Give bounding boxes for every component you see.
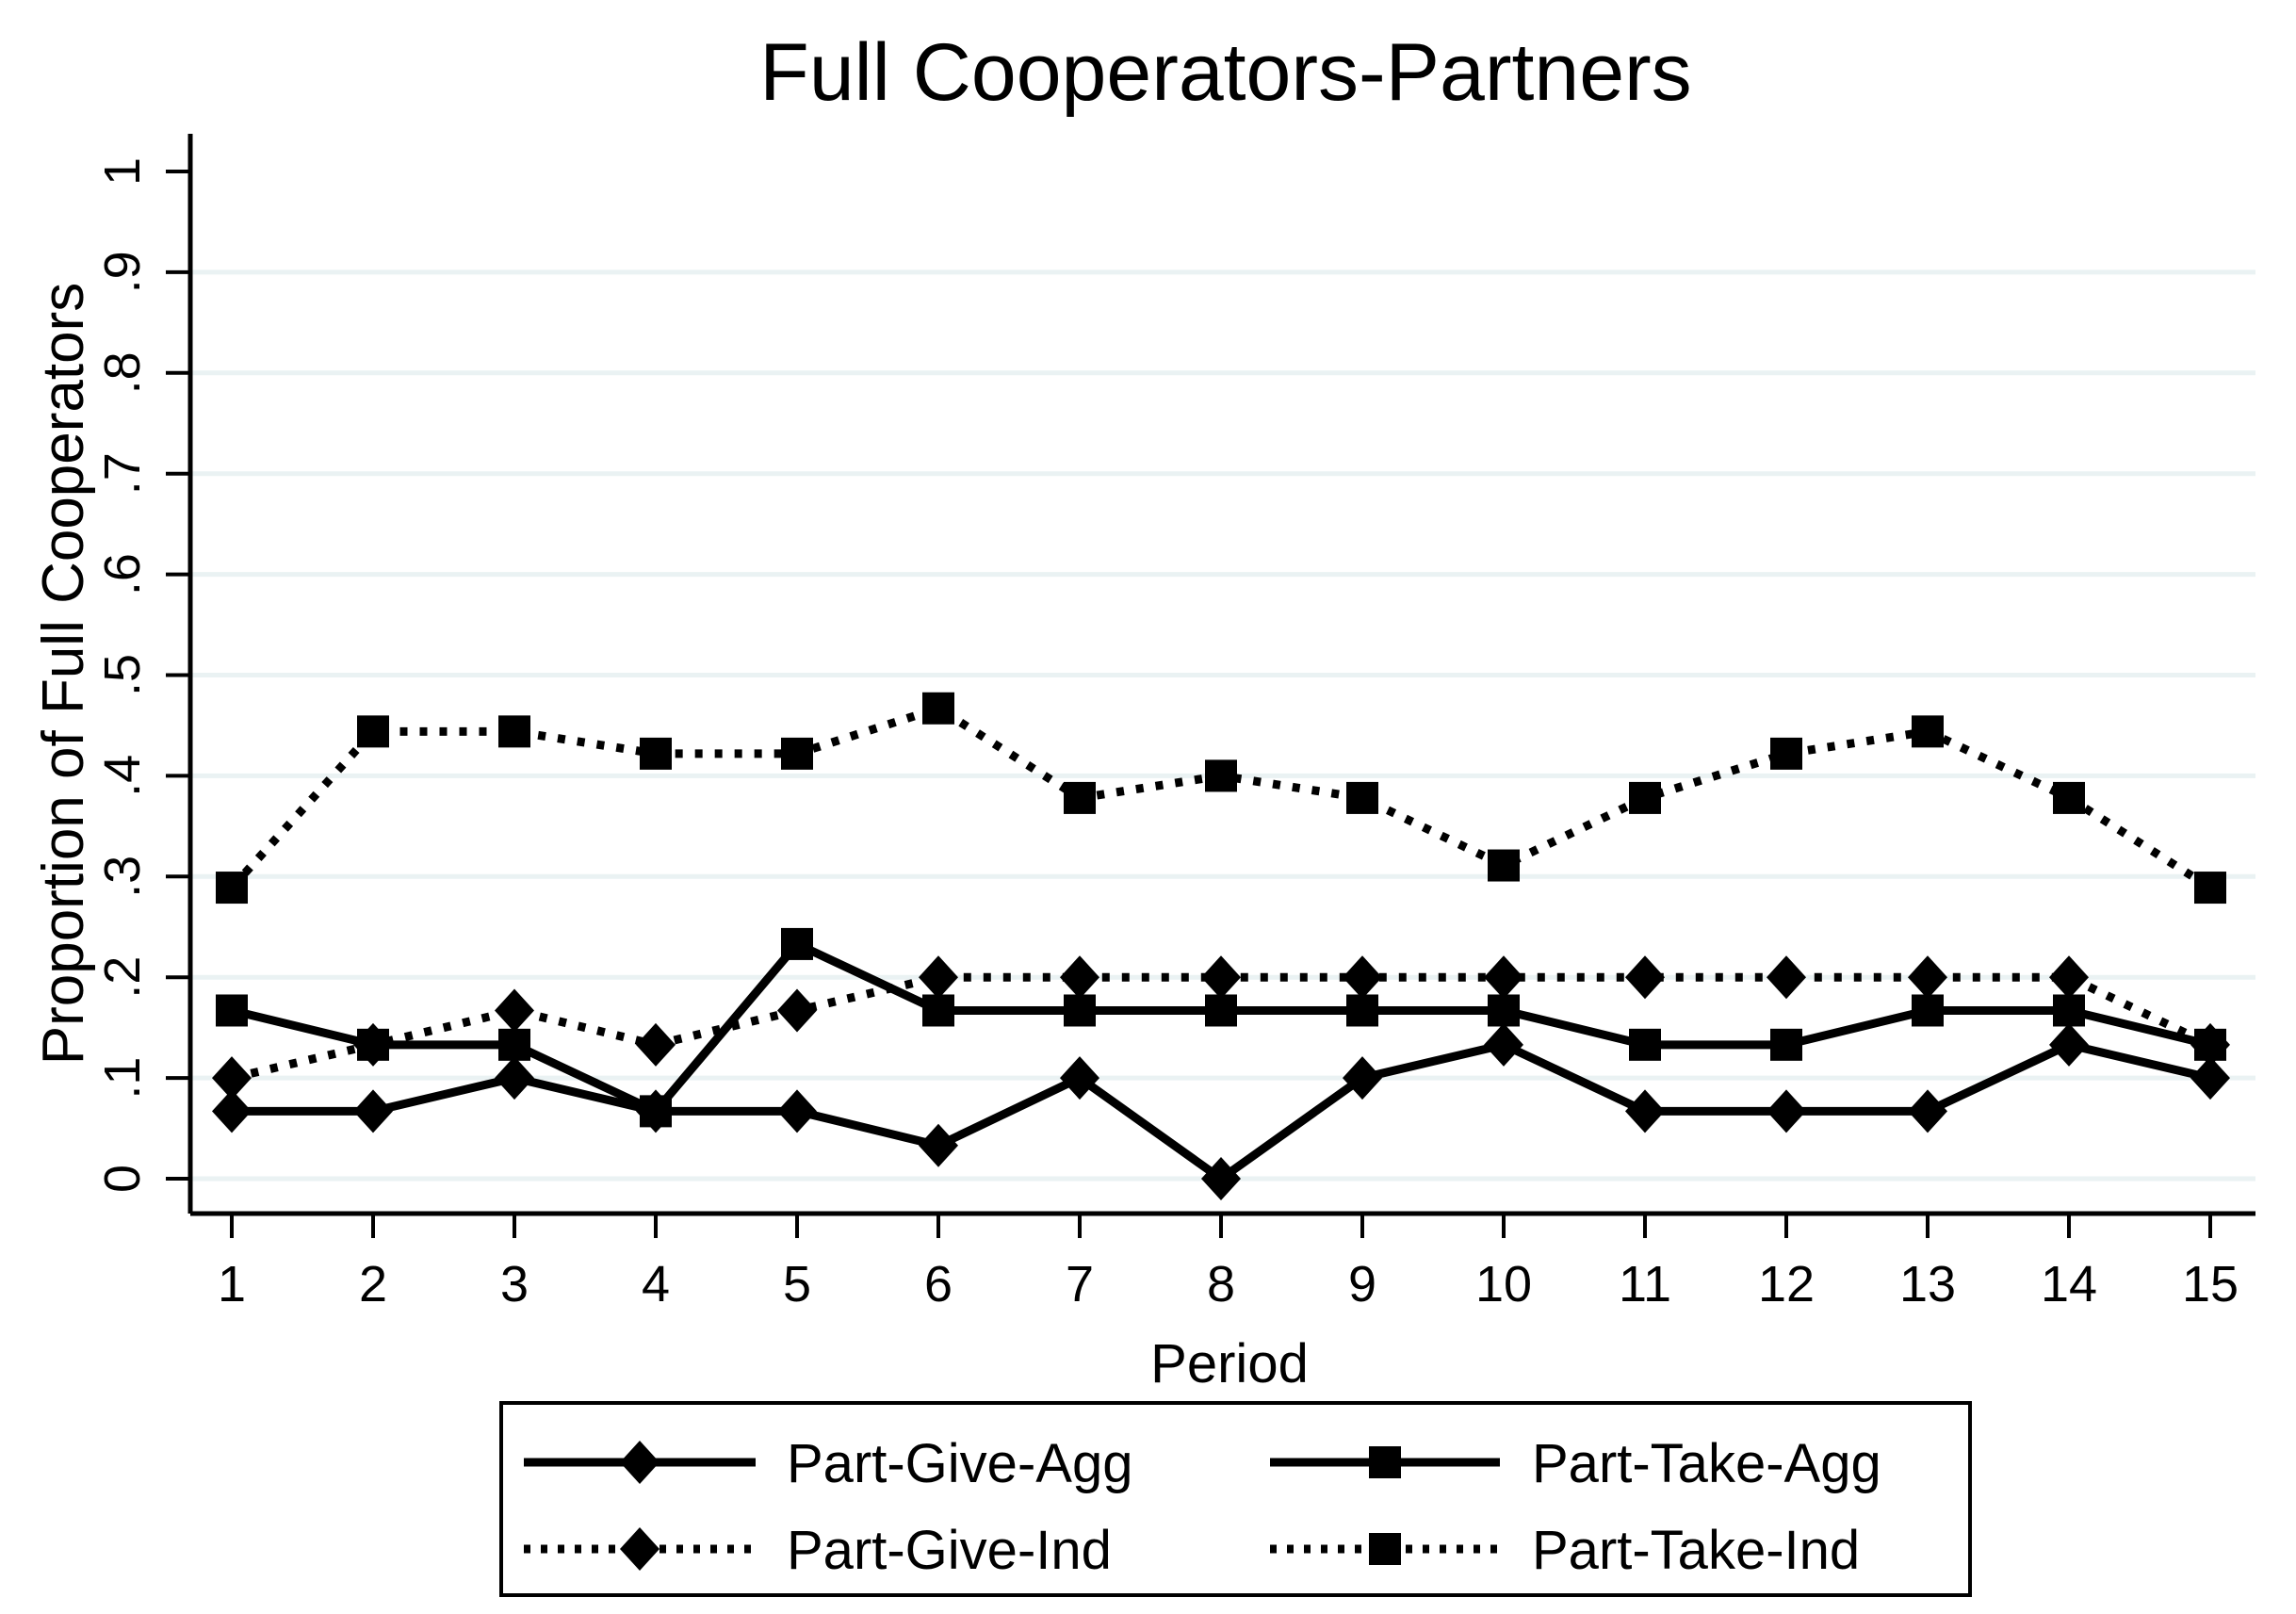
- x-tick-label: 1: [218, 1256, 246, 1312]
- legend-sample-marker-square-solid: [1369, 1446, 1401, 1478]
- x-tick-label: 10: [1475, 1256, 1532, 1312]
- x-tick-label: 13: [1899, 1256, 1956, 1312]
- marker-part-give-ind-p4: [636, 1022, 676, 1067]
- marker-part-give-agg-p10: [1484, 1022, 1523, 1067]
- marker-part-give-ind-p2: [353, 1022, 393, 1067]
- legend-sample-marker-diamond-dotted: [620, 1527, 659, 1571]
- marker-part-give-agg-p2: [353, 1089, 393, 1133]
- marker-part-give-ind-p3: [495, 988, 534, 1033]
- x-tick-label: 4: [642, 1256, 670, 1312]
- legend-label-part-take-ind: Part-Take-Ind: [1532, 1520, 1860, 1581]
- marker-part-take-ind-p10: [1488, 849, 1520, 882]
- x-tick-label: 11: [1619, 1256, 1671, 1312]
- y-tick-label: .9: [94, 251, 151, 293]
- marker-part-give-ind-p8: [1201, 955, 1241, 1000]
- marker-part-give-agg-p9: [1343, 1056, 1382, 1100]
- marker-part-give-ind-p13: [1908, 955, 1947, 1000]
- x-axis-title: Period: [1150, 1333, 1309, 1394]
- marker-part-take-ind-p13: [1912, 715, 1944, 748]
- y-tick-label: .2: [94, 956, 151, 999]
- marker-part-give-agg-p6: [919, 1123, 958, 1167]
- marker-part-give-ind-p5: [777, 988, 817, 1033]
- marker-part-give-ind-p1: [212, 1056, 252, 1100]
- marker-part-take-agg-p5: [781, 927, 813, 960]
- marker-part-take-agg-p10: [1488, 994, 1520, 1027]
- marker-part-take-ind-p11: [1629, 781, 1661, 814]
- marker-part-take-ind-p15: [2194, 872, 2226, 905]
- y-tick-label: 0: [94, 1165, 151, 1193]
- marker-part-take-agg-p7: [1064, 994, 1096, 1027]
- x-tick-label: 5: [783, 1256, 811, 1312]
- legend-label-part-give-agg: Part-Give-Agg: [787, 1433, 1132, 1494]
- marker-part-take-ind-p1: [216, 872, 248, 905]
- marker-part-give-agg-p3: [495, 1056, 534, 1100]
- plot-area: 0.1.2.3.4.5.6.7.8.911 2 3 4 5 6 7 8 9 10 11 12 13 14 1…: [94, 134, 2255, 1312]
- marker-part-give-agg-p5: [777, 1089, 817, 1133]
- marker-part-give-agg-p8: [1201, 1157, 1241, 1200]
- marker-part-take-ind-p4: [640, 737, 672, 770]
- marker-part-take-agg-p1: [216, 994, 248, 1027]
- marker-part-take-agg-p13: [1912, 994, 1944, 1027]
- marker-part-give-ind-p14: [2049, 955, 2089, 1000]
- x-tick-label: 9: [1348, 1256, 1376, 1312]
- y-axis-title: Proportion of Full Cooperators: [31, 283, 96, 1066]
- marker-part-take-agg-p6: [922, 994, 954, 1027]
- y-tick-label: .1: [94, 1057, 151, 1100]
- marker-part-take-agg-p3: [498, 1028, 530, 1061]
- marker-part-give-agg-p15: [2190, 1056, 2230, 1100]
- chart-title: Full Cooperators-Partners: [759, 27, 1691, 118]
- x-tick-label: 7: [1066, 1256, 1094, 1312]
- y-tick-label: .3: [94, 856, 151, 898]
- marker-part-take-ind-p8: [1205, 759, 1237, 792]
- marker-part-give-ind-p11: [1625, 955, 1665, 1000]
- marker-part-take-agg-p8: [1205, 994, 1237, 1027]
- marker-part-take-ind-p9: [1346, 781, 1378, 814]
- x-tick-label: 15: [2182, 1256, 2239, 1312]
- marker-part-give-agg-p13: [1908, 1089, 1947, 1133]
- marker-part-take-agg-p11: [1629, 1028, 1661, 1061]
- marker-part-give-agg-p14: [2049, 1022, 2089, 1067]
- marker-part-take-agg-p9: [1346, 994, 1378, 1027]
- y-tick-label: .4: [94, 755, 151, 797]
- legend-label-part-give-ind: Part-Give-Ind: [787, 1520, 1112, 1581]
- marker-part-give-ind-p12: [1767, 955, 1806, 1000]
- marker-part-take-ind-p12: [1770, 737, 1802, 770]
- marker-part-take-ind-p6: [922, 692, 954, 725]
- marker-part-give-ind-p9: [1343, 955, 1382, 1000]
- legend-sample-marker-diamond-solid: [620, 1441, 659, 1484]
- y-tick-label: .7: [94, 452, 151, 495]
- marker-part-take-ind-p14: [2053, 781, 2085, 814]
- y-tick-label: .6: [94, 553, 151, 595]
- marker-part-give-agg-p12: [1767, 1089, 1806, 1133]
- marker-part-take-agg-p14: [2053, 994, 2085, 1027]
- marker-part-give-ind-p10: [1484, 955, 1523, 1000]
- marker-part-take-ind-p2: [357, 715, 389, 748]
- marker-part-take-agg-p4: [640, 1095, 672, 1128]
- marker-part-give-agg-p1: [212, 1089, 252, 1133]
- marker-part-give-agg-p7: [1060, 1056, 1099, 1100]
- marker-part-take-ind-p3: [498, 715, 530, 748]
- marker-part-give-ind-p6: [919, 955, 958, 1000]
- legend-label-part-take-agg: Part-Take-Agg: [1532, 1433, 1881, 1494]
- x-tick-label: 14: [2041, 1256, 2097, 1312]
- marker-part-take-ind-p5: [781, 737, 813, 770]
- x-tick-label: 3: [500, 1256, 529, 1312]
- legend: Part-Give-Agg Part-Take-Agg Part-Give-In…: [499, 1401, 1972, 1597]
- marker-part-give-agg-p11: [1625, 1089, 1665, 1133]
- y-tick-label: .8: [94, 351, 151, 394]
- y-tick-label: 1: [94, 157, 151, 186]
- marker-part-take-ind-p7: [1064, 781, 1096, 814]
- marker-part-give-ind-p7: [1060, 955, 1099, 1000]
- marker-part-take-agg-p12: [1770, 1028, 1802, 1061]
- x-tick-label: 12: [1758, 1256, 1815, 1312]
- legend-box: [499, 1401, 1972, 1597]
- legend-sample-marker-square-dotted: [1369, 1533, 1401, 1565]
- y-tick-label: .5: [94, 654, 151, 696]
- marker-part-give-ind-p15: [2190, 1022, 2230, 1067]
- x-tick-label: 6: [924, 1256, 953, 1312]
- x-tick-label: 2: [359, 1256, 387, 1312]
- x-tick-label: 8: [1207, 1256, 1235, 1312]
